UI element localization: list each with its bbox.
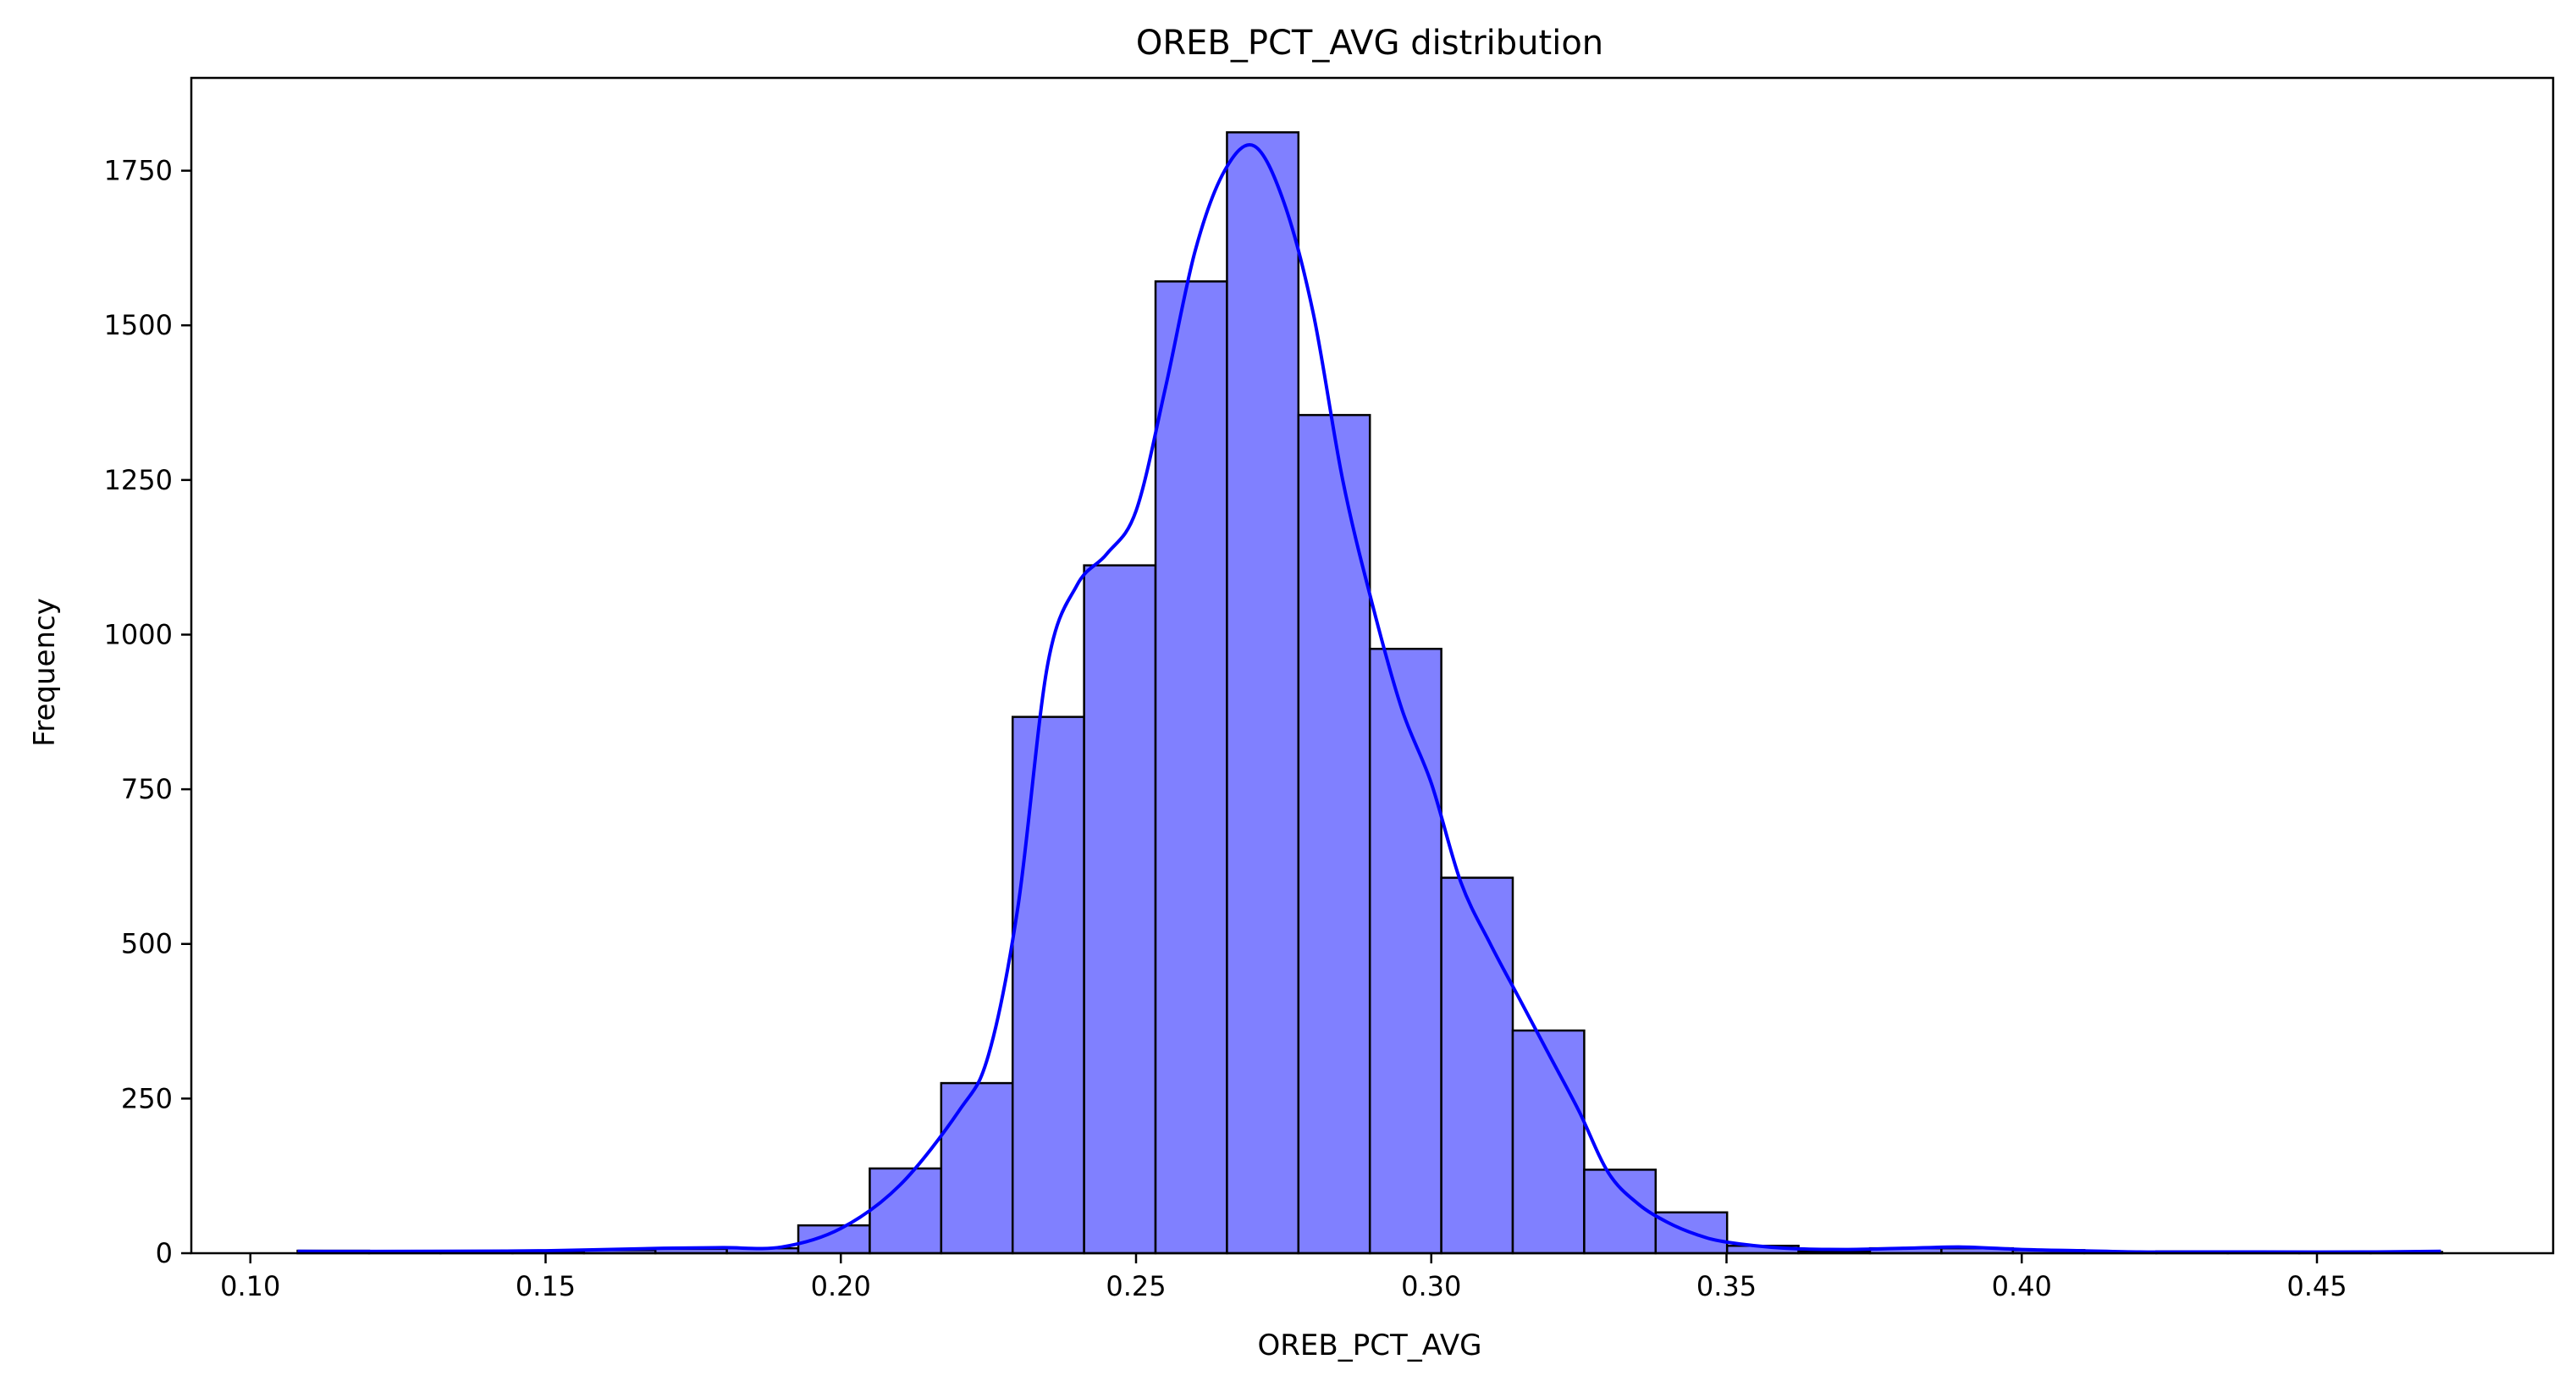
y-axis-ticks: 0 250 500 750 1000 1250 1500 1750 [104,155,191,1269]
histogram-bar-10 [1011,716,1085,1255]
x-tick-label: 0.45 [2286,1270,2347,1302]
histogram-bar-18 [1583,1169,1658,1255]
histogram-bars [296,131,2444,1255]
x-tick-label: 0.35 [1696,1270,1757,1302]
histogram-bar-11 [1083,564,1157,1255]
y-tick-label: 750 [121,773,173,805]
y-tick-label: 250 [121,1082,173,1114]
y-tick-label: 500 [121,928,173,960]
histogram-bar-15 [1368,648,1442,1255]
histogram-bar-13 [1226,131,1300,1255]
kde-curve [297,143,2441,1254]
y-tick-label: 0 [156,1237,173,1269]
y-tick-label: 1250 [104,464,173,496]
chart-title: OREB_PCT_AVG distribution [1136,24,1603,63]
x-tick-label: 0.25 [1106,1270,1166,1302]
y-tick-label: 1750 [104,155,173,187]
x-tick-label: 0.40 [1992,1270,2052,1302]
x-tick-label: 0.10 [220,1270,280,1302]
histogram-bar-9 [940,1081,1014,1255]
kde-curve-group [297,143,2441,1254]
x-tick-label: 0.15 [516,1270,576,1302]
histogram-bar-12 [1154,280,1228,1255]
y-axis-label: Frequency [28,598,62,747]
x-tick-label: 0.30 [1401,1270,1461,1302]
x-tick-label: 0.20 [811,1270,871,1302]
x-axis-ticks: 0.10 0.15 0.20 0.25 0.30 0.35 0.40 0.45 [220,1253,2347,1302]
x-axis-label: OREB_PCT_AVG [1258,1329,1482,1362]
y-tick-label: 1000 [104,618,173,650]
y-tick-label: 1500 [104,309,173,341]
histogram-bar-14 [1297,413,1371,1255]
histogram-bar-16 [1440,876,1514,1255]
plot-frame [190,76,2555,1255]
histogram-bar-17 [1511,1029,1586,1255]
